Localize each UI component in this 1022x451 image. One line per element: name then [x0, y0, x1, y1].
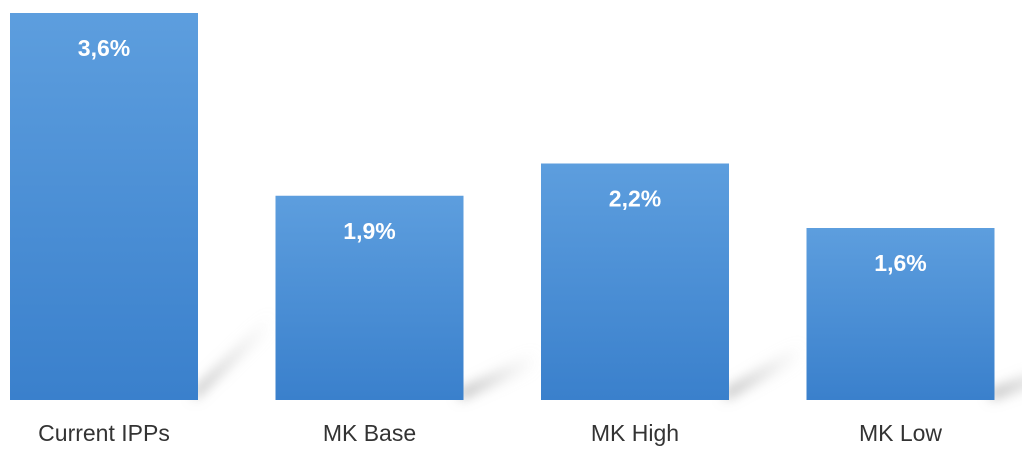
bar-shadow	[460, 349, 539, 400]
category-label: MK Low	[859, 420, 942, 446]
category-label: MK High	[591, 420, 679, 446]
value-labels: 3,6% 1,9% 2,2% 1,6%	[78, 35, 927, 276]
category-labels: Current IPPs MK Base MK High MK Low	[38, 420, 942, 446]
bar-shadow	[725, 341, 804, 400]
value-label: 2,2%	[609, 186, 661, 212]
bar-current-ipps	[10, 13, 198, 400]
value-label: 1,6%	[874, 250, 926, 276]
value-label: 3,6%	[78, 35, 130, 61]
value-label: 1,9%	[343, 218, 395, 244]
category-label: MK Base	[323, 420, 416, 446]
category-label: Current IPPs	[38, 420, 170, 446]
bar-shadow	[194, 310, 273, 400]
bars	[10, 13, 995, 400]
bar-shadow	[991, 357, 1022, 400]
